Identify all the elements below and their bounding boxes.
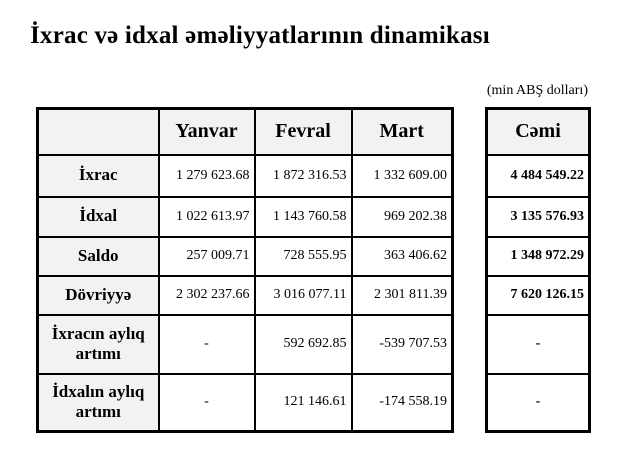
row-label: Saldo bbox=[36, 235, 160, 277]
row-label: İxrac bbox=[36, 153, 160, 198]
total-cell: - bbox=[485, 372, 591, 433]
total-cell: 7 620 126.15 bbox=[485, 274, 591, 316]
totals-table: Cəmi 4 484 549.22 3 135 576.93 1 348 972… bbox=[485, 107, 591, 433]
data-cell: -174 558.19 bbox=[350, 372, 454, 433]
page-title: İxrac və idxal əməliyyatlarının dinamika… bbox=[30, 22, 490, 49]
data-cell: - bbox=[157, 372, 256, 433]
data-cell: 592 692.85 bbox=[253, 313, 353, 375]
data-cell: 363 406.62 bbox=[350, 235, 454, 277]
table-row-idxal: İdxal 1 022 613.97 1 143 760.58 969 202.… bbox=[36, 195, 454, 238]
data-cell: 2 301 811.39 bbox=[350, 274, 454, 316]
data-cell: 1 872 316.53 bbox=[253, 153, 353, 198]
totals-row: 7 620 126.15 bbox=[485, 274, 591, 316]
row-label: İdxalın aylıq artımı bbox=[36, 372, 160, 433]
table-row-ixrac: İxrac 1 279 623.68 1 872 316.53 1 332 60… bbox=[36, 153, 454, 198]
unit-label: (min ABŞ dolları) bbox=[486, 83, 588, 98]
data-cell: -539 707.53 bbox=[350, 313, 454, 375]
total-cell: - bbox=[485, 313, 591, 375]
table-row-idxalin-ayliq-artimi: İdxalın aylıq artımı - 121 146.61 -174 5… bbox=[36, 372, 454, 433]
row-label: İxracın aylıq artımı bbox=[36, 313, 160, 375]
row-label: İdxal bbox=[36, 195, 160, 238]
col-header-yanvar: Yanvar bbox=[157, 107, 256, 156]
data-cell: 1 332 609.00 bbox=[350, 153, 454, 198]
data-cell: - bbox=[157, 313, 256, 375]
row-label: Dövriyyə bbox=[36, 274, 160, 316]
data-cell: 1 279 623.68 bbox=[157, 153, 256, 198]
table-row-ixracin-ayliq-artimi: İxracın aylıq artımı - 592 692.85 -539 7… bbox=[36, 313, 454, 375]
corner-cell bbox=[36, 107, 160, 156]
header-row: Yanvar Fevral Mart bbox=[36, 107, 454, 156]
data-cell: 1 143 760.58 bbox=[253, 195, 353, 238]
total-cell: 4 484 549.22 bbox=[485, 153, 591, 198]
table-row-dovriyye: Dövriyyə 2 302 237.66 3 016 077.11 2 301… bbox=[36, 274, 454, 316]
data-cell: 969 202.38 bbox=[350, 195, 454, 238]
data-cell: 728 555.95 bbox=[253, 235, 353, 277]
main-table: Yanvar Fevral Mart İxrac 1 279 623.68 1 … bbox=[36, 107, 454, 433]
totals-row: - bbox=[485, 313, 591, 375]
data-cell: 121 146.61 bbox=[253, 372, 353, 433]
data-cell: 2 302 237.66 bbox=[157, 274, 256, 316]
data-cell: 1 022 613.97 bbox=[157, 195, 256, 238]
col-header-fevral: Fevral bbox=[253, 107, 353, 156]
col-header-mart: Mart bbox=[350, 107, 454, 156]
totals-row: 1 348 972.29 bbox=[485, 235, 591, 277]
data-cell: 3 016 077.11 bbox=[253, 274, 353, 316]
data-cell: 257 009.71 bbox=[157, 235, 256, 277]
totals-header-row: Cəmi bbox=[485, 107, 591, 156]
totals-row: 3 135 576.93 bbox=[485, 195, 591, 238]
total-cell: 3 135 576.93 bbox=[485, 195, 591, 238]
table-row-saldo: Saldo 257 009.71 728 555.95 363 406.62 bbox=[36, 235, 454, 277]
totals-row: 4 484 549.22 bbox=[485, 153, 591, 198]
totals-row: - bbox=[485, 372, 591, 433]
total-cell: 1 348 972.29 bbox=[485, 235, 591, 277]
col-header-cemi: Cəmi bbox=[485, 107, 591, 156]
